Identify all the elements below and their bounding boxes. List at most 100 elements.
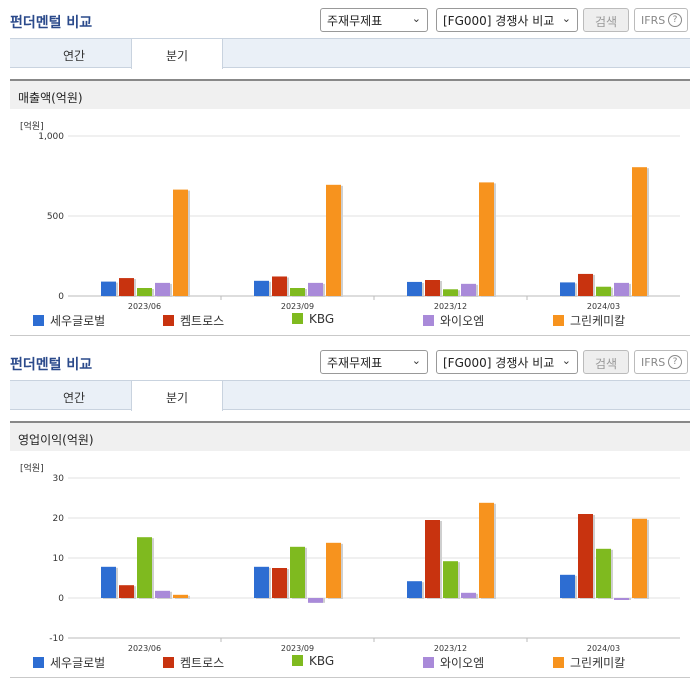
bar-3-0 xyxy=(155,282,170,296)
bar-3-1 xyxy=(308,598,323,603)
comparison-group-select[interactable]: [FG000] 경쟁사 비교 ⌄ xyxy=(436,8,578,32)
legend-item[interactable]: KBG xyxy=(292,654,334,668)
select-value: 주재무제표 xyxy=(327,356,383,370)
bar-3-1 xyxy=(308,282,323,296)
chevron-down-icon: ⌄ xyxy=(411,354,421,367)
panel-header: 펀더멘털 비교 주재무제표 ⌄ [FG000] 경쟁사 비교 ⌄ 검색 IFRS? xyxy=(0,342,696,380)
legend-label: 세우글로벌 xyxy=(50,656,106,670)
select-value: [FG000] 경쟁사 비교 xyxy=(443,356,555,370)
y-tick-label: 20 xyxy=(53,514,65,524)
tab-annual[interactable]: 연간 xyxy=(62,49,86,63)
ifrs-label: IFRS xyxy=(641,14,666,27)
bar-0-3 xyxy=(560,574,575,598)
legend-swatch xyxy=(292,313,303,324)
search-button[interactable]: 검색 xyxy=(583,8,629,32)
search-button[interactable]: 검색 xyxy=(583,350,629,374)
bar-4-3 xyxy=(632,518,647,598)
bar-1-2 xyxy=(425,520,440,598)
legend-swatch xyxy=(423,315,434,326)
bar-4-2 xyxy=(479,182,494,296)
tab-quarterly[interactable]: 분기 xyxy=(131,39,223,69)
revenue-bar-chart: 0 500 1,000 2023/06 2023/09 2023/12 2024/03 xyxy=(38,132,680,311)
ifrs-label: IFRS xyxy=(641,356,666,369)
legend-swatch xyxy=(292,655,303,666)
operating-profit-bar-chart: -10 0 10 20 30 2023/06 2023/09 2023/12 2024/03 xyxy=(49,474,680,653)
legend-swatch xyxy=(163,315,174,326)
help-icon: ? xyxy=(668,13,682,27)
x-tick-label: 2024/03 xyxy=(587,644,620,653)
bar-1-3 xyxy=(578,273,593,296)
legend-item[interactable]: 세우글로벌 xyxy=(33,312,105,329)
bar-2-3 xyxy=(596,548,611,598)
bar-0-1 xyxy=(254,566,269,598)
ifrs-help-button[interactable]: IFRS? xyxy=(634,8,688,32)
bar-4-3 xyxy=(632,167,647,296)
legend-label: 그린케미칼 xyxy=(570,314,626,328)
bar-0-2 xyxy=(407,581,422,598)
financial-statement-select[interactable]: 주재무제표 ⌄ xyxy=(320,350,428,374)
divider xyxy=(10,677,690,678)
bar-4-2 xyxy=(479,502,494,598)
legend-item[interactable]: 와이오엠 xyxy=(423,654,484,671)
y-tick-label: 10 xyxy=(53,554,65,564)
bar-1-1 xyxy=(272,568,287,598)
legend-swatch xyxy=(33,657,44,668)
chart-legend: 세우글로벌 켐트로스 KBG 와이오엠 그린케미칼 xyxy=(0,312,696,330)
y-tick-label: 30 xyxy=(53,474,65,484)
legend-swatch xyxy=(553,315,564,326)
legend-item[interactable]: 와이오엠 xyxy=(423,312,484,329)
period-tabs: 연간 분기 xyxy=(10,380,690,411)
section-title: 영업이익(억원) xyxy=(10,421,690,451)
financial-statement-select[interactable]: 주재무제표 ⌄ xyxy=(320,8,428,32)
bar-4-1 xyxy=(326,542,341,598)
bar-4-1 xyxy=(326,184,341,296)
bar-3-3 xyxy=(614,598,629,600)
x-tick-label: 2023/12 xyxy=(434,302,467,311)
legend-swatch xyxy=(163,657,174,668)
bar-2-2 xyxy=(443,561,458,598)
y-tick-label: 0 xyxy=(58,292,64,302)
bar-2-1 xyxy=(290,546,305,598)
y-tick-label: 1,000 xyxy=(38,132,64,142)
legend-swatch xyxy=(33,315,44,326)
help-icon: ? xyxy=(668,355,682,369)
unit-label: [억원] xyxy=(20,122,44,132)
chevron-down-icon: ⌄ xyxy=(561,12,571,25)
legend-item[interactable]: 켐트로스 xyxy=(163,654,224,671)
panel-header: 펀더멘털 비교 주재무제표 ⌄ [FG000] 경쟁사 비교 ⌄ 검색 IFRS? xyxy=(0,0,696,38)
legend-swatch xyxy=(553,657,564,668)
legend-label: 켐트로스 xyxy=(180,314,225,328)
legend-item[interactable]: 켐트로스 xyxy=(163,312,224,329)
legend-item[interactable]: KBG xyxy=(292,312,334,326)
ifrs-help-button[interactable]: IFRS? xyxy=(634,350,688,374)
x-tick-label: 2024/03 xyxy=(587,302,620,311)
panel-title: 펀더멘털 비교 xyxy=(10,15,93,31)
bar-2-1 xyxy=(290,288,305,296)
bar-0-3 xyxy=(560,282,575,296)
legend-item[interactable]: 그린케미칼 xyxy=(553,654,625,671)
unit-label: [억원] xyxy=(20,464,44,474)
select-value: 주재무제표 xyxy=(327,14,383,28)
legend-item[interactable]: 그린케미칼 xyxy=(553,312,625,329)
bar-4-0 xyxy=(173,189,188,296)
legend-item[interactable]: 세우글로벌 xyxy=(33,654,105,671)
bar-3-2 xyxy=(461,283,476,296)
x-tick-label: 2023/06 xyxy=(128,644,161,653)
select-value: [FG000] 경쟁사 비교 xyxy=(443,14,555,28)
y-tick-label: -10 xyxy=(49,634,64,644)
legend-label: 그린케미칼 xyxy=(570,656,626,670)
chevron-down-icon: ⌄ xyxy=(561,354,571,367)
section-title: 매출액(억원) xyxy=(10,79,690,109)
y-tick-label: 500 xyxy=(47,212,64,222)
bar-1-1 xyxy=(272,276,287,296)
tab-annual[interactable]: 연간 xyxy=(62,391,86,405)
bar-1-0 xyxy=(119,278,134,296)
divider xyxy=(10,335,690,336)
period-tabs: 연간 분기 xyxy=(10,38,690,69)
comparison-group-select[interactable]: [FG000] 경쟁사 비교 ⌄ xyxy=(436,350,578,374)
bar-3-3 xyxy=(614,282,629,296)
tab-quarterly[interactable]: 분기 xyxy=(131,381,223,411)
bar-2-0 xyxy=(137,537,152,598)
legend-label: 세우글로벌 xyxy=(50,314,106,328)
x-tick-label: 2023/09 xyxy=(281,302,314,311)
